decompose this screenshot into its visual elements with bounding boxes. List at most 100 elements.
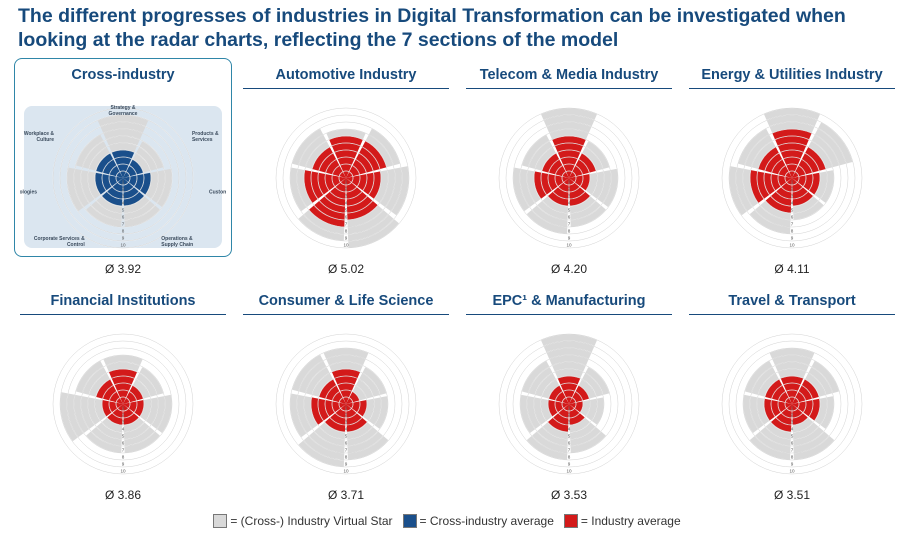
scale-tick-label: 9 <box>122 236 125 241</box>
scale-tick-label: 5 <box>791 208 794 213</box>
scale-tick-label: 8 <box>345 229 348 234</box>
scale-tick-label: 7 <box>345 222 348 227</box>
industry-sector <box>758 147 792 178</box>
section-label: Information Technologies <box>20 189 37 195</box>
industry-sector <box>346 171 381 199</box>
radar-chart: 1 2 3 4 5 6 7 8 9 10 <box>275 333 417 475</box>
scale-tick-label: 5 <box>568 208 571 213</box>
radar-panel: Consumer & Life Science 1 2 3 4 5 6 7 8 9 10 Ø 3.71 <box>243 288 449 506</box>
scale-ring-outline <box>554 389 584 419</box>
industry-sector <box>548 400 569 417</box>
scale-tick-label: 2 <box>122 187 125 192</box>
average-label: Ø 3.71 <box>327 488 365 502</box>
radar-panel: Travel & Transport 1 2 3 4 5 6 7 8 9 10 Ø 3.51 <box>689 288 895 506</box>
scale-ring-outline <box>721 107 863 249</box>
scale-ring-outline <box>108 389 138 419</box>
scale-ring-outline <box>721 333 863 475</box>
scale-tick-label: 1 <box>568 180 571 185</box>
scale-tick-label: 5 <box>791 434 794 439</box>
scale-tick-label: 3 <box>791 194 794 199</box>
industry-sector <box>324 404 346 432</box>
scale-ring-outline <box>763 375 821 433</box>
panel-title: EPC¹ & Manufacturing <box>466 288 672 315</box>
scale-ring-outline <box>338 396 354 412</box>
radar-chart: 1 2 3 4 5 6 7 8 9 10 <box>498 333 640 475</box>
scale-ring-outline <box>526 135 612 221</box>
scale-ring-outline <box>52 107 194 249</box>
scale-tick-label: 3 <box>122 194 125 199</box>
scale-ring-outline <box>275 333 417 475</box>
scale-tick-label: 5 <box>122 208 125 213</box>
scale-tick-label: 8 <box>791 229 794 234</box>
scale-tick-label: 2 <box>122 413 125 418</box>
scale-ring-outline <box>80 135 166 221</box>
scale-tick-label: 6 <box>568 215 571 220</box>
industry-sector <box>569 174 590 191</box>
scale-ring-outline <box>296 128 396 228</box>
average-label: Ø 3.86 <box>104 488 142 502</box>
scale-tick-label: 1 <box>122 180 125 185</box>
scale-ring-outline <box>317 375 375 433</box>
scale-tick-label: 2 <box>791 187 794 192</box>
industry-sector <box>123 400 144 417</box>
scale-ring-outline <box>533 368 605 440</box>
scale-ring-outline <box>87 142 159 214</box>
scale-tick-label: 5 <box>345 208 348 213</box>
scale-tick-label: 3 <box>568 194 571 199</box>
scale-tick-label: 8 <box>791 455 794 460</box>
legend: = (Cross-) Industry Virtual Star = Cross-… <box>0 514 900 528</box>
industry-sector <box>534 171 569 199</box>
cross-industry-sector <box>123 178 145 206</box>
radar-panel: Energy & Utilities Industry 1 2 3 4 5 6 7 8 9 10 Ø … <box>689 62 895 280</box>
section-label: Workplace & Culture <box>24 131 55 143</box>
scale-ring-outline <box>282 340 410 468</box>
highlight-frame <box>14 58 232 257</box>
scale-tick-label: 6 <box>122 441 125 446</box>
industry-sector <box>107 404 123 425</box>
panel-title: Energy & Utilities Industry <box>689 62 895 89</box>
scale-ring-outline <box>310 368 382 440</box>
scale-ring-outline <box>303 135 389 221</box>
scale-ring-outline <box>784 396 800 412</box>
scale-ring-outline <box>784 170 800 186</box>
scale-ring-outline <box>94 375 152 433</box>
radar-panel: Financial Institutions 1 2 3 4 5 6 7 8 9 10 Ø 3.86 <box>20 288 226 506</box>
scale-tick-label: 7 <box>791 222 794 227</box>
industry-sector <box>346 404 368 432</box>
average-label: Ø 3.92 <box>104 262 142 276</box>
scale-tick-label: 9 <box>568 462 571 467</box>
scale-tick-label: 6 <box>791 215 794 220</box>
scale-ring-outline <box>296 354 396 454</box>
industry-sector <box>346 400 367 417</box>
scale-tick-label: 6 <box>791 441 794 446</box>
scale-ring-outline <box>728 114 856 242</box>
panel-title: Cross-industry <box>71 67 175 83</box>
scale-tick-label: 10 <box>120 243 126 248</box>
scale-ring-outline <box>728 340 856 468</box>
scale-ring-outline <box>547 382 591 426</box>
industry-sector <box>308 178 346 227</box>
panel-title: Consumer & Life Science <box>243 288 449 315</box>
average-label: Ø 3.53 <box>550 488 588 502</box>
scale-ring-outline <box>540 149 598 207</box>
scale-tick-label: 9 <box>122 462 125 467</box>
panel-title: Financial Institutions <box>20 288 226 315</box>
scale-ring-outline <box>540 375 598 433</box>
section-label: Customer Management <box>209 189 226 195</box>
radar-panel: EPC¹ & Manufacturing 1 2 3 4 5 6 7 8 9 10 Ø 3.53 <box>466 288 672 506</box>
industry-sector <box>772 129 812 178</box>
scale-tick-label: 5 <box>122 434 125 439</box>
scale-ring-outline <box>73 128 173 228</box>
industry-sector <box>569 178 591 206</box>
scale-tick-label: 6 <box>345 441 348 446</box>
scale-ring-outline <box>505 340 633 468</box>
scale-ring-outline <box>505 114 633 242</box>
section-label: Corporate Services & Control <box>34 236 85 248</box>
scale-ring-outline <box>547 156 591 200</box>
industry-sector <box>304 170 346 204</box>
scale-ring-outline <box>533 142 605 214</box>
scale-ring-outline <box>749 135 835 221</box>
scale-ring-outline <box>777 163 807 193</box>
scale-tick-label: 4 <box>568 427 571 432</box>
scale-tick-label: 9 <box>568 236 571 241</box>
